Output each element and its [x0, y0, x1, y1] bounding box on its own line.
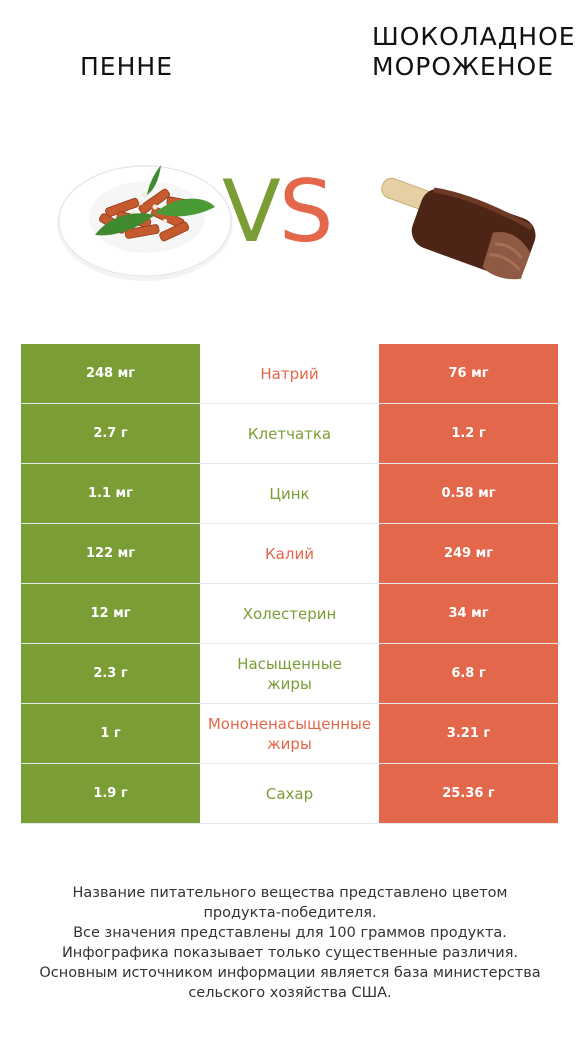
row-divider: [21, 703, 558, 704]
right-value: 1.2 г: [379, 404, 558, 463]
left-value: 1 г: [21, 704, 200, 763]
right-product-title: ШОКОЛАДНОЕ МОРОЖЕНОЕ: [372, 22, 576, 81]
footer-line: Все значения представлены для 100 граммо…: [73, 925, 507, 941]
left-value: 1.9 г: [21, 764, 200, 823]
right-value: 25.36 г: [379, 764, 558, 823]
row-divider: [21, 463, 558, 464]
left-value: 2.7 г: [21, 404, 200, 463]
row-divider: [21, 763, 558, 764]
row-divider: [21, 823, 558, 824]
right-value: 0.58 мг: [379, 464, 558, 523]
nutrient-label: Мононенасыщенные жиры: [200, 704, 379, 763]
right-value: 34 мг: [379, 584, 558, 643]
right-value: 249 мг: [379, 524, 558, 583]
right-value: 3.21 г: [379, 704, 558, 763]
table-row: 1.1 мг Цинк 0.58 мг: [21, 464, 558, 524]
table-row: 1.9 г Сахар 25.36 г: [21, 764, 558, 824]
left-value: 1.1 мг: [21, 464, 200, 523]
vs-label: VS: [222, 162, 333, 262]
table-row: 2.7 г Клетчатка 1.2 г: [21, 404, 558, 464]
table-row: 2.3 г Насыщенные жиры 6.8 г: [21, 644, 558, 704]
footer-line: сельского хозяйства США.: [188, 985, 392, 1001]
penne-image: [57, 165, 233, 281]
table-row: 248 мг Натрий 76 мг: [21, 344, 558, 404]
left-value: 248 мг: [21, 344, 200, 403]
table-row: 1 г Мононенасыщенные жиры 3.21 г: [21, 704, 558, 764]
footer-line: продукта-победителя.: [203, 905, 377, 921]
nutrient-label: Холестерин: [200, 584, 379, 643]
chocolate-ice-cream-image: [381, 177, 536, 280]
left-value: 2.3 г: [21, 644, 200, 703]
footer-line: Название питательного вещества представл…: [72, 885, 508, 901]
table-row: 12 мг Холестерин 34 мг: [21, 584, 558, 644]
footer-note: Название питательного вещества представл…: [0, 883, 580, 1003]
left-product-title: ПЕННЕ: [80, 52, 173, 81]
row-divider: [21, 523, 558, 524]
comparison-table: 248 мг Натрий 76 мг 2.7 г Клетчатка 1.2 г 1.1 …: [21, 344, 558, 824]
row-divider: [21, 643, 558, 644]
nutrient-label: Насыщенные жиры: [200, 644, 379, 703]
nutrient-label: Сахар: [200, 764, 379, 823]
nutrient-label: Натрий: [200, 344, 379, 403]
nutrient-label: Цинк: [200, 464, 379, 523]
row-divider: [21, 403, 558, 404]
footer-line: Инфографика показывает только существенн…: [61, 945, 519, 961]
left-value: 122 мг: [21, 524, 200, 583]
nutrient-label: Клетчатка: [200, 404, 379, 463]
row-divider: [21, 583, 558, 584]
right-value: 6.8 г: [379, 644, 558, 703]
left-value: 12 мг: [21, 584, 200, 643]
right-value: 76 мг: [379, 344, 558, 403]
table-row: 122 мг Калий 249 мг: [21, 524, 558, 584]
nutrient-label: Калий: [200, 524, 379, 583]
footer-line: Основным источником информации является …: [39, 965, 541, 981]
